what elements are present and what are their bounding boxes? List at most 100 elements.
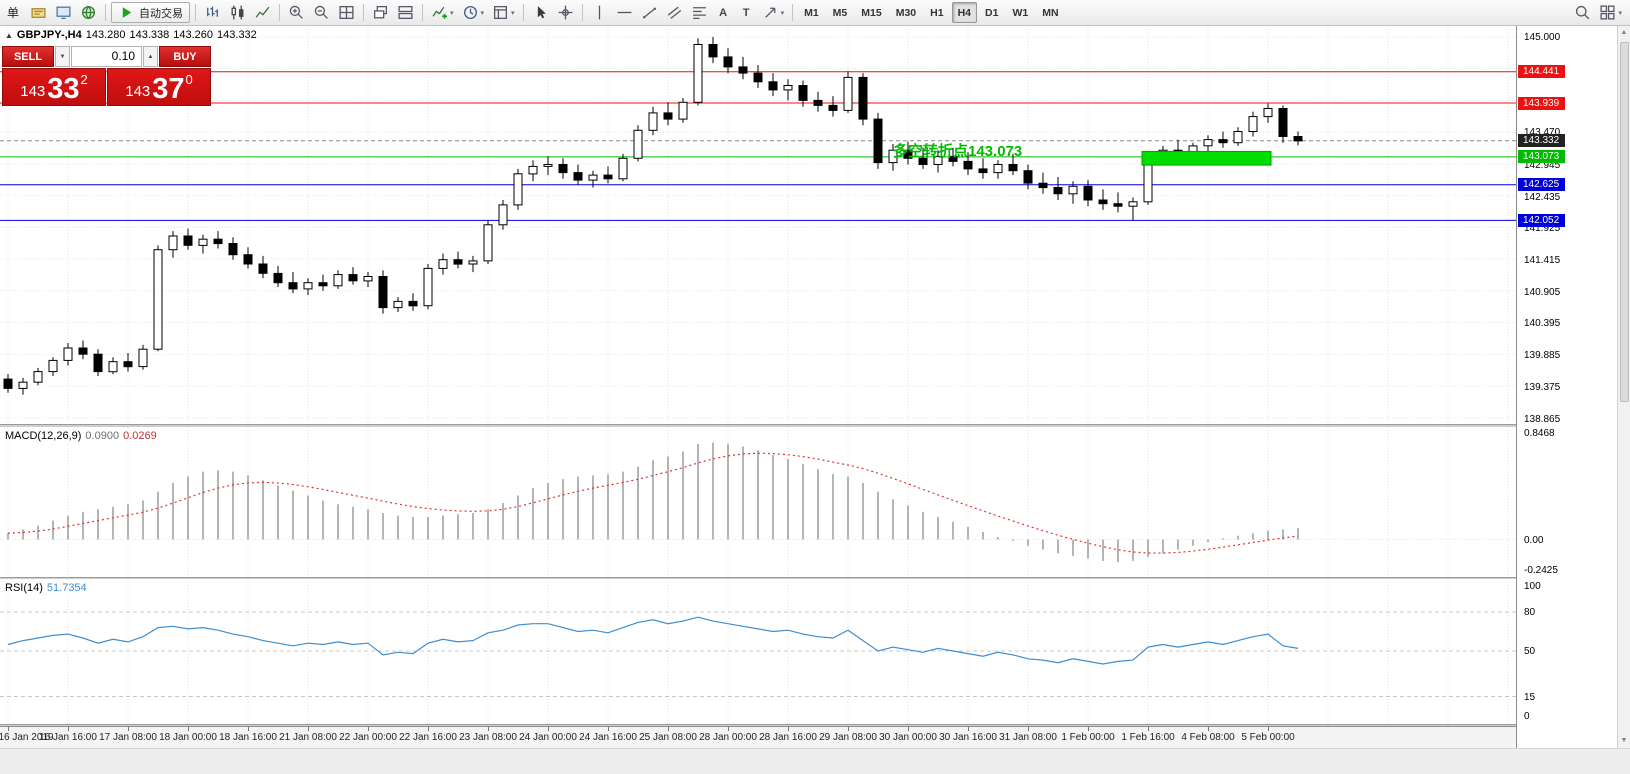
sell-price-pips: 33 (47, 73, 80, 106)
toolbar-separator (363, 4, 365, 21)
price-scale-label: 139.885 (1524, 350, 1561, 362)
time-axis-label: 5 Feb 00:00 (1241, 732, 1295, 743)
macd-chart-canvas[interactable] (0, 427, 1516, 577)
zoom-in-button[interactable] (285, 2, 308, 23)
time-axis-tick (188, 727, 189, 731)
sell-price-button[interactable]: 143 33 2 (2, 68, 106, 106)
buy-price-main: 143 (125, 83, 151, 100)
timeframe-m5-button[interactable]: M5 (832, 6, 848, 19)
timeframe-h1-button[interactable]: H1 (930, 6, 944, 19)
toolbar-separator (581, 4, 583, 21)
buy-price-button[interactable]: 143 37 0 (107, 68, 211, 106)
timeframe-mn-button[interactable]: MN (1042, 6, 1059, 19)
cursor-button[interactable] (529, 2, 552, 23)
templates-button[interactable]: ▾ (489, 2, 518, 23)
sell-price-point: 2 (80, 72, 88, 87)
indicators-button[interactable]: ▾ (428, 2, 457, 23)
ohlc-high: 143.338 (129, 29, 170, 41)
buy-price-pips: 37 (152, 73, 185, 106)
time-axis-tick (428, 727, 429, 731)
layout-button[interactable]: ▾ (1596, 2, 1625, 23)
time-axis-tick (548, 727, 549, 731)
volume-up-button[interactable]: ▲ (143, 46, 158, 67)
time-axis-tick (308, 727, 309, 731)
rsi-scale-label: 15 (1524, 691, 1536, 703)
vertical-scrollbar[interactable]: ▲ ▼ (1617, 26, 1630, 748)
price-scale-label: 140.395 (1524, 318, 1561, 330)
one-click-trading-panel: SELL ▼ 0.10 ▲ BUY 143 33 2 143 37 0 (2, 46, 211, 106)
macd-scale-label: 0.00 (1524, 534, 1544, 546)
panel-splitter[interactable] (0, 577, 1616, 579)
scrollbar-thumb[interactable] (1619, 42, 1629, 402)
toolbar-separator (195, 4, 197, 21)
candlestick-chart-button[interactable] (226, 2, 249, 23)
timeframe-m1-button[interactable]: M1 (804, 6, 819, 19)
arrange-windows-button[interactable] (394, 2, 417, 23)
scroll-up-button[interactable]: ▲ (1620, 29, 1628, 36)
panel-splitter[interactable] (0, 424, 1616, 427)
time-axis-label: 1 Feb 00:00 (1061, 732, 1115, 743)
price-scale-label: 141.415 (1524, 255, 1561, 266)
cascade-windows-button[interactable] (369, 2, 392, 23)
text-button[interactable]: A (719, 6, 728, 19)
volume-input[interactable]: 0.10 (71, 46, 142, 67)
toolbar-separator (279, 4, 281, 21)
time-axis-tick (608, 727, 609, 731)
rsi-chart-canvas[interactable] (0, 579, 1516, 724)
price-level-label: 142.052 (1518, 213, 1565, 227)
time-axis-label: 22 Jan 16:00 (399, 732, 457, 743)
panel-splitter[interactable] (0, 724, 1616, 726)
timeframe-m30-button[interactable]: M30 (895, 6, 917, 19)
toolbar-separator (792, 4, 794, 21)
arrows-button[interactable]: ▾ (759, 2, 788, 23)
search-button[interactable] (1571, 2, 1594, 23)
periods-button[interactable]: ▾ (459, 2, 488, 23)
timeframe-m15-button[interactable]: M15 (861, 6, 882, 19)
time-axis-label: 18 Jan 16:00 (219, 732, 277, 743)
zoom-out-button[interactable] (310, 2, 333, 23)
menu-order[interactable]: 单 (7, 6, 20, 20)
price-scale[interactable]: 145.000 143.470 142.945 142.435 141.925 141.4… (1516, 26, 1616, 748)
sell-button[interactable]: SELL (2, 46, 54, 67)
new-order-icon[interactable] (27, 2, 50, 23)
line-chart-button[interactable] (251, 2, 274, 23)
label-button[interactable]: T (742, 6, 750, 19)
channel-button[interactable] (663, 2, 686, 23)
vertical-line-button[interactable] (588, 2, 611, 23)
time-axis-tick (1028, 727, 1029, 731)
time-axis[interactable]: 16 Jan 2019 16 Jan 16:00 17 Jan 08:00 18 Ja… (0, 726, 1516, 748)
auto-trading-button[interactable]: 自动交易 (111, 2, 191, 23)
rsi-panel: RSI(14) 51.7354 (0, 579, 1516, 724)
time-axis-label: 1 Feb 16:00 (1121, 732, 1175, 743)
rsi-value: 51.7354 (46, 582, 87, 594)
status-strip (0, 748, 1630, 774)
fibonacci-button[interactable] (688, 2, 711, 23)
timeframe-d1-button[interactable]: D1 (985, 6, 999, 19)
buy-button[interactable]: BUY (159, 46, 211, 67)
rsi-label: RSI(14) 51.7354 (5, 582, 91, 594)
price-chart-canvas[interactable] (0, 26, 1516, 424)
price-scale-label: 140.905 (1524, 286, 1561, 298)
time-axis-tick (248, 727, 249, 731)
trendline-button[interactable] (638, 2, 661, 23)
market-watch-icon[interactable] (77, 2, 100, 23)
time-axis-label: 31 Jan 08:00 (999, 732, 1057, 743)
timeframe-w1-button[interactable]: W1 (1012, 6, 1029, 19)
time-axis-tick (1148, 727, 1149, 731)
sell-price-main: 143 (20, 83, 46, 100)
scroll-down-button[interactable]: ▼ (1620, 737, 1628, 744)
chart-window-icon[interactable] (52, 2, 75, 23)
crosshair-button[interactable] (554, 2, 577, 23)
tile-windows-button[interactable] (335, 2, 358, 23)
rsi-scale-label: 0 (1524, 711, 1530, 722)
timeframe-h4-button[interactable]: H4 (951, 2, 978, 23)
horizontal-line-button[interactable] (613, 2, 636, 23)
time-axis-tick (668, 727, 669, 731)
time-axis-label: 22 Jan 00:00 (339, 732, 397, 743)
main-toolbar: 单 自动交易 ▾ ▾ ▾ A T ▾ M1 M5 M15 M30 H1 H4 D1 W1 MN ▾ (0, 0, 1630, 26)
bar-chart-button[interactable] (201, 2, 224, 23)
pivot-annotation-text[interactable]: 多空转折点143.073 (893, 143, 1023, 160)
price-scale-label: 142.945 (1524, 159, 1561, 171)
volume-down-button[interactable]: ▼ (55, 46, 70, 67)
rsi-scale-label: 50 (1524, 646, 1536, 657)
